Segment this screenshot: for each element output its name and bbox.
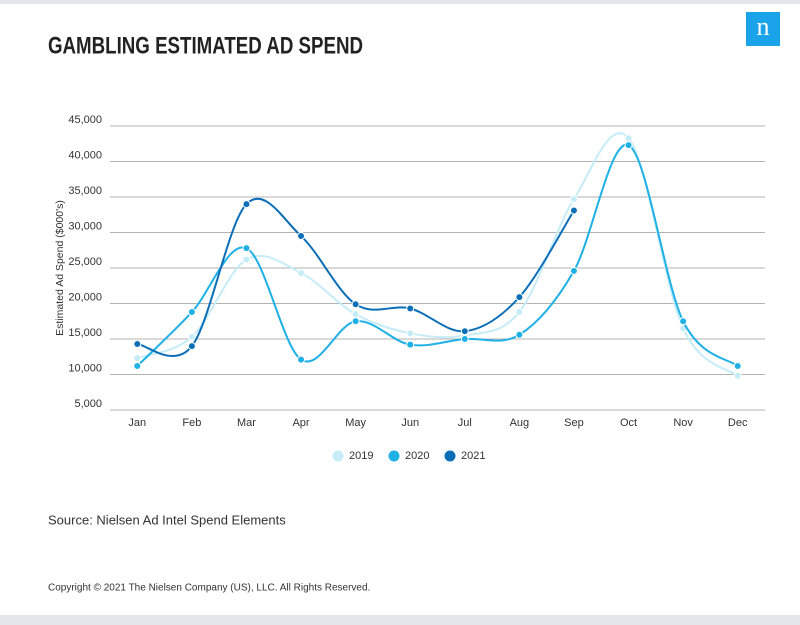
data-point (133, 339, 142, 348)
data-point (515, 308, 524, 317)
data-point (351, 300, 360, 309)
data-point (187, 308, 196, 317)
data-point (679, 317, 688, 326)
data-point (569, 206, 578, 215)
data-point (297, 232, 306, 241)
y-axis-label: Estimated Ad Spend ($000's) (54, 200, 66, 336)
logo-box (746, 12, 780, 46)
data-point (351, 310, 360, 319)
data-point (624, 134, 633, 143)
series-line (137, 197, 575, 357)
data-point (406, 340, 415, 349)
data-point (569, 195, 578, 204)
data-point (569, 266, 578, 275)
data-point (187, 342, 196, 351)
data-point (406, 329, 415, 338)
x-tick-label: Aug (510, 417, 530, 429)
x-tick-label: Jun (401, 417, 419, 429)
data-point (242, 200, 251, 209)
top-border (0, 0, 800, 4)
y-tick-label: 15,000 (68, 327, 102, 339)
data-point (351, 317, 360, 326)
legend-marker (444, 450, 456, 462)
y-tick-label: 30,000 (68, 220, 102, 232)
data-point (297, 355, 306, 364)
data-point (133, 361, 142, 370)
data-point (187, 332, 196, 341)
data-point (733, 361, 742, 370)
x-tick-label: Feb (182, 417, 201, 429)
x-tick-label: May (345, 417, 366, 429)
x-tick-label: Jan (128, 417, 146, 429)
legend-label: 2019 (349, 450, 373, 462)
data-point (515, 293, 524, 302)
chart-title: GAMBLING ESTIMATED AD SPEND (48, 32, 363, 59)
y-tick-label: 35,000 (68, 185, 102, 197)
legend-marker (332, 450, 344, 462)
x-tick-label: Sep (564, 417, 584, 429)
y-tick-label: 45,000 (68, 114, 102, 126)
data-point (460, 327, 469, 336)
x-tick-label: Dec (728, 417, 748, 429)
y-tick-label: 25,000 (68, 256, 102, 268)
logo: n (757, 12, 770, 41)
y-tick-label: 5,000 (74, 398, 102, 410)
bottom-border (0, 615, 800, 625)
data-point (406, 304, 415, 313)
data-point (515, 330, 524, 339)
copyright: Copyright © 2021 The Nielsen Company (US… (48, 583, 370, 594)
x-tick-label: Jul (458, 417, 472, 429)
legend-label: 2020 (405, 450, 429, 462)
data-point (297, 268, 306, 277)
data-point (242, 255, 251, 264)
x-tick-label: Apr (292, 417, 309, 429)
x-tick-label: Nov (673, 417, 693, 429)
x-tick-label: Oct (620, 417, 637, 429)
y-tick-label: 20,000 (68, 291, 102, 303)
source: Source: Nielsen Ad Intel Spend Elements (48, 512, 286, 527)
data-point (733, 371, 742, 380)
x-tick-label: Mar (237, 417, 256, 429)
data-point (133, 354, 142, 363)
series-line (136, 144, 739, 367)
series-line (136, 132, 739, 377)
legend-marker (388, 450, 400, 462)
legend-label: 2021 (461, 450, 485, 462)
data-point (624, 141, 633, 150)
data-point (242, 244, 251, 253)
y-tick-label: 10,000 (68, 362, 102, 374)
data-point (460, 335, 469, 343)
y-tick-label: 40,000 (68, 149, 102, 161)
